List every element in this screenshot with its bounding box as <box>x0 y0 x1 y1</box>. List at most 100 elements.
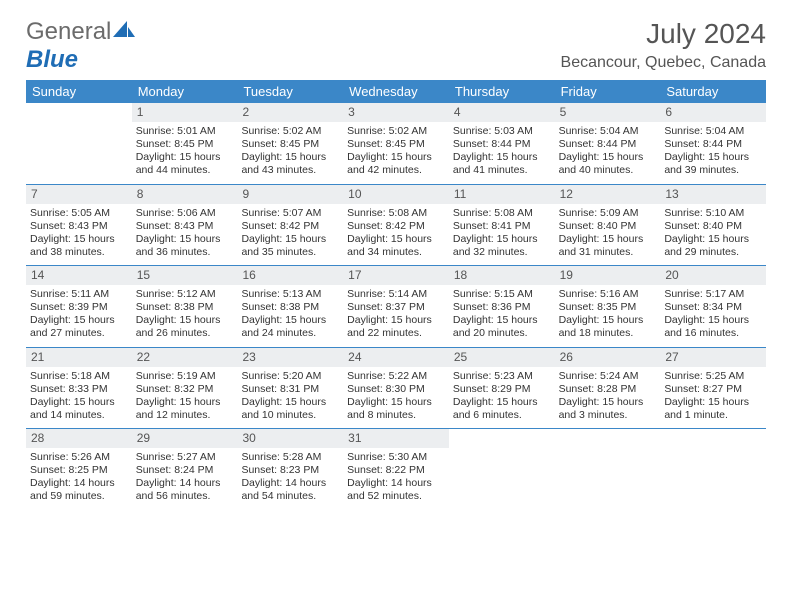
daylight-text: Daylight: 15 hours and 16 minutes. <box>664 314 762 340</box>
day-number: 29 <box>132 429 238 448</box>
sunrise-text: Sunrise: 5:08 AM <box>453 207 551 220</box>
daylight-text: Daylight: 15 hours and 43 minutes. <box>241 151 339 177</box>
day-cell: 23Sunrise: 5:20 AMSunset: 8:31 PMDayligh… <box>237 348 343 429</box>
sunrise-text: Sunrise: 5:03 AM <box>453 125 551 138</box>
day-cell: 3Sunrise: 5:02 AMSunset: 8:45 PMDaylight… <box>343 103 449 184</box>
sunset-text: Sunset: 8:30 PM <box>347 383 445 396</box>
day-cell: 29Sunrise: 5:27 AMSunset: 8:24 PMDayligh… <box>132 429 238 510</box>
daylight-text: Daylight: 15 hours and 36 minutes. <box>136 233 234 259</box>
sunset-text: Sunset: 8:22 PM <box>347 464 445 477</box>
daylight-text: Daylight: 15 hours and 20 minutes. <box>453 314 551 340</box>
week-row: 1Sunrise: 5:01 AMSunset: 8:45 PMDaylight… <box>26 103 766 184</box>
day-number: 14 <box>26 266 132 285</box>
dayname-sat: Saturday <box>660 80 766 103</box>
day-number: 18 <box>449 266 555 285</box>
day-number: 24 <box>343 348 449 367</box>
day-number: 3 <box>343 103 449 122</box>
sunrise-text: Sunrise: 5:07 AM <box>241 207 339 220</box>
week-row: 7 Sunrise: 5:05 AMSunset: 8:43 PM Daylight… <box>26 184 766 266</box>
sunset-text: Sunset: 8:31 PM <box>241 383 339 396</box>
sunrise-text: Sunrise: 5:06 AM <box>136 207 234 220</box>
week-row: 28Sunrise: 5:26 AMSunset: 8:25 PMDayligh… <box>26 428 766 510</box>
day-cell: 30Sunrise: 5:28 AMSunset: 8:23 PMDayligh… <box>237 429 343 510</box>
day-number: 12 <box>555 185 661 204</box>
day-number: 10 <box>343 185 449 204</box>
sunrise-text: Sunrise: 5:04 AM <box>664 125 762 138</box>
daylight-text: Daylight: 15 hours and 14 minutes. <box>30 396 128 422</box>
day-number: 16 <box>237 266 343 285</box>
sunset-text: Sunset: 8:45 PM <box>241 138 339 151</box>
day-cell: 6Sunrise: 5:04 AMSunset: 8:44 PMDaylight… <box>660 103 766 184</box>
day-cell: 16 Sunrise: 5:13 AMSunset: 8:38 PMDayligh… <box>237 266 343 347</box>
day-number: 5 <box>555 103 661 122</box>
daylight-text: Daylight: 15 hours and 32 minutes. <box>453 233 551 259</box>
sunset-text: Sunset: 8:29 PM <box>453 383 551 396</box>
day-number: 15 <box>132 266 238 285</box>
day-cell: 12Sunrise: 5:09 AMSunset: 8:40 PMDayligh… <box>555 185 661 266</box>
daylight-text: Daylight: 15 hours and 8 minutes. <box>347 396 445 422</box>
daylight-text: Daylight: 15 hours and 27 minutes. <box>30 314 128 340</box>
sunrise-text: Sunrise: 5:24 AM <box>559 370 657 383</box>
sunrise-text: Sunrise: 5:13 AM <box>241 288 339 301</box>
day-cell: 24Sunrise: 5:22 AMSunset: 8:30 PMDayligh… <box>343 348 449 429</box>
day-cell: 7Sunrise: 5:05 AMSunset: 8:43 PMDaylight… <box>26 185 132 266</box>
logo-sail-icon <box>113 18 135 46</box>
day-number: 1 <box>132 103 238 122</box>
day-number: 6 <box>660 103 766 122</box>
day-cell: 17Sunrise: 5:14 AMSunset: 8:37 PMDayligh… <box>343 266 449 347</box>
header: General July 2024 Becancour, Quebec, Can… <box>0 0 792 80</box>
day-number: 26 <box>555 348 661 367</box>
day-cell: 1Sunrise: 5:01 AMSunset: 8:45 PMDaylight… <box>132 103 238 184</box>
daylight-text: Daylight: 15 hours and 40 minutes. <box>559 151 657 177</box>
daylight-text: Daylight: 15 hours and 39 minutes. <box>664 151 762 177</box>
day-number: 8 <box>132 185 238 204</box>
sunset-text: Sunset: 8:41 PM <box>453 220 551 233</box>
day-cell: 21Sunrise: 5:18 AMSunset: 8:33 PMDayligh… <box>26 348 132 429</box>
daylight-text: Daylight: 14 hours and 54 minutes. <box>241 477 339 503</box>
day-number: 28 <box>26 429 132 448</box>
sunrise-text: Sunrise: 5:18 AM <box>30 370 128 383</box>
sunset-text: Sunset: 8:28 PM <box>559 383 657 396</box>
day-cell: 11 Sunrise: 5:08 AMSunset: 8:41 PMDayligh… <box>449 185 555 266</box>
daylight-text: Daylight: 14 hours and 56 minutes. <box>136 477 234 503</box>
daylight-text: Daylight: 15 hours and 6 minutes. <box>453 396 551 422</box>
day-cell: 18Sunrise: 5:15 AMSunset: 8:36 PMDayligh… <box>449 266 555 347</box>
daylight-text: Daylight: 15 hours and 34 minutes. <box>347 233 445 259</box>
sunset-text: Sunset: 8:34 PM <box>664 301 762 314</box>
dayname-mon: Monday <box>132 80 238 103</box>
location: Becancour, Quebec, Canada <box>561 54 766 72</box>
day-number: 11 <box>449 185 555 204</box>
daylight-text: Daylight: 15 hours and 24 minutes. <box>241 314 339 340</box>
sunset-text: Sunset: 8:32 PM <box>136 383 234 396</box>
daylight-text: Daylight: 15 hours and 3 minutes. <box>559 396 657 422</box>
day-cell: 8Sunrise: 5:06 AMSunset: 8:43 PMDaylight… <box>132 185 238 266</box>
day-cell: 13Sunrise: 5:10 AMSunset: 8:40 PMDayligh… <box>660 185 766 266</box>
calendar: Sunday Monday Tuesday Wednesday Thursday… <box>0 80 792 510</box>
day-cell: 26 Sunrise: 5:24 AMSunset: 8:28 PMDayligh… <box>555 348 661 429</box>
sunset-text: Sunset: 8:40 PM <box>559 220 657 233</box>
day-cell: 10Sunrise: 5:08 AMSunset: 8:42 PMDayligh… <box>343 185 449 266</box>
sunset-text: Sunset: 8:44 PM <box>559 138 657 151</box>
daylight-text: Daylight: 15 hours and 18 minutes. <box>559 314 657 340</box>
dayname-tue: Tuesday <box>237 80 343 103</box>
sunset-text: Sunset: 8:36 PM <box>453 301 551 314</box>
day-number: 7 <box>26 185 132 204</box>
day-cell <box>660 429 766 510</box>
day-cell: 20Sunrise: 5:17 AMSunset: 8:34 PMDayligh… <box>660 266 766 347</box>
sunset-text: Sunset: 8:43 PM <box>30 220 128 233</box>
sunset-text: Sunset: 8:38 PM <box>241 301 339 314</box>
sunrise-text: Sunrise: 5:27 AM <box>136 451 234 464</box>
dayname-thu: Thursday <box>449 80 555 103</box>
sunrise-text: Sunrise: 5:30 AM <box>347 451 445 464</box>
day-number: 2 <box>237 103 343 122</box>
sunset-text: Sunset: 8:33 PM <box>30 383 128 396</box>
daylight-text: Daylight: 15 hours and 35 minutes. <box>241 233 339 259</box>
day-cell: 19Sunrise: 5:16 AMSunset: 8:35 PMDayligh… <box>555 266 661 347</box>
day-cell: 28Sunrise: 5:26 AMSunset: 8:25 PMDayligh… <box>26 429 132 510</box>
sunrise-text: Sunrise: 5:05 AM <box>30 207 128 220</box>
day-cell: 25Sunrise: 5:23 AMSunset: 8:29 PMDayligh… <box>449 348 555 429</box>
day-cell <box>555 429 661 510</box>
sunrise-text: Sunrise: 5:26 AM <box>30 451 128 464</box>
day-cell: 2Sunrise: 5:02 AMSunset: 8:45 PMDaylight… <box>237 103 343 184</box>
daylight-text: Daylight: 14 hours and 59 minutes. <box>30 477 128 503</box>
